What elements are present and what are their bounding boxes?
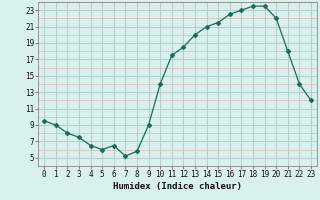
X-axis label: Humidex (Indice chaleur): Humidex (Indice chaleur) [113, 182, 242, 191]
